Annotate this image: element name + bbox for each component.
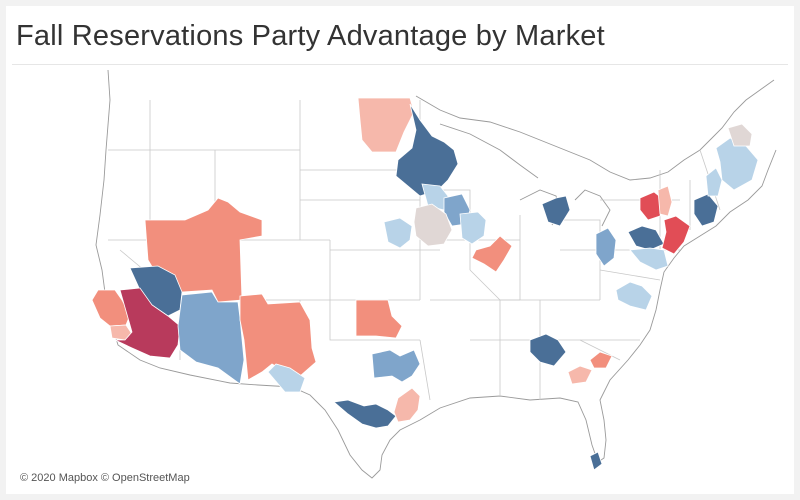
market-region-dallas[interactable] (371, 349, 421, 383)
market-region-peoria[interactable] (471, 235, 513, 273)
market-region-los-angeles[interactable] (114, 287, 181, 359)
market-region-atlanta[interactable] (529, 333, 567, 367)
market-region-pennsylvania-south[interactable] (629, 247, 669, 271)
market-region-iowa-west[interactable] (383, 217, 413, 249)
page-title: Fall Reservations Party Advantage by Mar… (16, 20, 605, 52)
market-region-miami[interactable] (589, 451, 603, 471)
us-map-svg[interactable] (12, 66, 788, 486)
market-regions[interactable] (91, 97, 759, 471)
market-region-houston[interactable] (393, 387, 421, 423)
market-region-virginia[interactable] (615, 281, 653, 311)
market-region-iowa-east[interactable] (413, 203, 453, 247)
market-region-ohio[interactable] (595, 227, 617, 267)
market-region-wichita[interactable] (355, 299, 403, 339)
map-attribution[interactable]: © 2020 Mapbox © OpenStreetMap (20, 472, 190, 484)
market-region-north-dakota[interactable] (357, 97, 415, 153)
market-region-new-york-west[interactable] (639, 191, 665, 221)
market-region-michigan[interactable] (541, 195, 571, 227)
market-region-new-york-central[interactable] (657, 185, 673, 217)
market-region-new-york-city[interactable] (661, 215, 691, 255)
market-region-charleston[interactable] (567, 365, 593, 385)
market-region-vermont[interactable] (705, 167, 723, 197)
market-region-el-paso[interactable] (267, 363, 306, 393)
market-region-chicago[interactable] (459, 211, 487, 245)
market-region-arizona[interactable] (177, 291, 245, 385)
title-divider (12, 64, 788, 65)
market-region-maine-north[interactable] (727, 123, 753, 147)
market-map[interactable] (12, 66, 788, 486)
market-region-columbia[interactable] (589, 351, 613, 369)
